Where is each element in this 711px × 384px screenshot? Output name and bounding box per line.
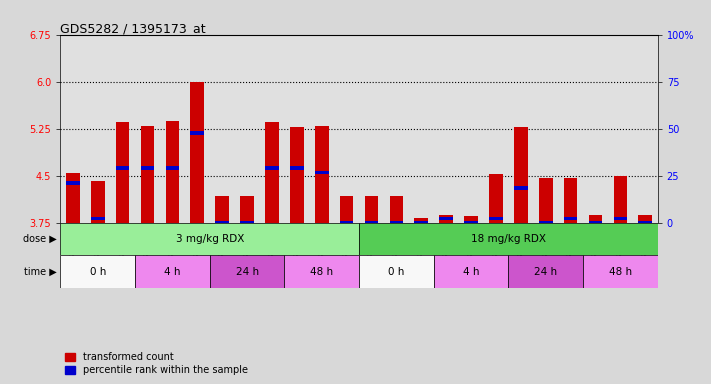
Bar xyxy=(60,223,359,255)
Bar xyxy=(564,217,577,220)
Bar xyxy=(135,255,210,288)
Text: time ▶: time ▶ xyxy=(24,266,57,277)
Bar xyxy=(265,122,279,223)
Bar xyxy=(489,174,503,223)
Bar xyxy=(614,217,627,220)
Legend: transformed count, percentile rank within the sample: transformed count, percentile rank withi… xyxy=(65,353,248,375)
Text: 24 h: 24 h xyxy=(235,266,259,277)
Bar xyxy=(508,255,583,288)
Bar xyxy=(66,172,80,223)
Bar xyxy=(340,196,353,223)
Bar xyxy=(514,127,528,223)
Bar xyxy=(265,166,279,170)
Bar xyxy=(539,177,552,223)
Bar xyxy=(359,255,434,288)
Text: 0 h: 0 h xyxy=(90,266,106,277)
Bar xyxy=(240,196,254,223)
Text: 4 h: 4 h xyxy=(463,266,479,277)
Bar xyxy=(539,221,552,224)
Text: 4 h: 4 h xyxy=(164,266,181,277)
Bar xyxy=(638,215,652,223)
Bar xyxy=(141,126,154,223)
Bar xyxy=(359,223,658,255)
Bar xyxy=(415,221,428,224)
Bar xyxy=(464,221,478,224)
Bar xyxy=(166,121,179,223)
Bar xyxy=(434,255,508,288)
Text: 48 h: 48 h xyxy=(310,266,333,277)
Bar xyxy=(340,221,353,224)
Bar xyxy=(614,176,627,223)
Bar xyxy=(390,196,403,223)
Text: 48 h: 48 h xyxy=(609,266,632,277)
Bar xyxy=(191,82,204,223)
Bar xyxy=(464,217,478,223)
Bar xyxy=(514,187,528,190)
Text: GDS5282 / 1395173_at: GDS5282 / 1395173_at xyxy=(60,22,206,35)
Bar xyxy=(415,218,428,223)
Bar xyxy=(116,166,129,170)
Bar xyxy=(66,182,80,185)
Text: 18 mg/kg RDX: 18 mg/kg RDX xyxy=(471,234,546,244)
Text: dose ▶: dose ▶ xyxy=(23,234,57,244)
Text: 24 h: 24 h xyxy=(534,266,557,277)
Bar xyxy=(215,196,229,223)
Bar xyxy=(91,181,105,223)
Bar xyxy=(210,255,284,288)
Text: 3 mg/kg RDX: 3 mg/kg RDX xyxy=(176,234,244,244)
Bar xyxy=(589,215,602,223)
Bar xyxy=(141,166,154,170)
Bar xyxy=(215,221,229,224)
Bar xyxy=(583,255,658,288)
Text: 0 h: 0 h xyxy=(388,266,405,277)
Bar xyxy=(315,171,328,174)
Bar xyxy=(290,127,304,223)
Bar xyxy=(284,255,359,288)
Bar xyxy=(240,221,254,224)
Bar xyxy=(191,131,204,135)
Bar xyxy=(315,126,328,223)
Bar xyxy=(365,221,378,224)
Bar xyxy=(489,217,503,220)
Bar xyxy=(365,196,378,223)
Bar xyxy=(116,122,129,223)
Bar xyxy=(390,221,403,224)
Bar xyxy=(589,221,602,224)
Bar xyxy=(91,217,105,220)
Bar xyxy=(60,255,135,288)
Bar xyxy=(166,166,179,170)
Bar xyxy=(564,177,577,223)
Bar xyxy=(290,166,304,170)
Bar xyxy=(638,221,652,224)
Bar xyxy=(439,215,453,223)
Bar xyxy=(439,217,453,220)
